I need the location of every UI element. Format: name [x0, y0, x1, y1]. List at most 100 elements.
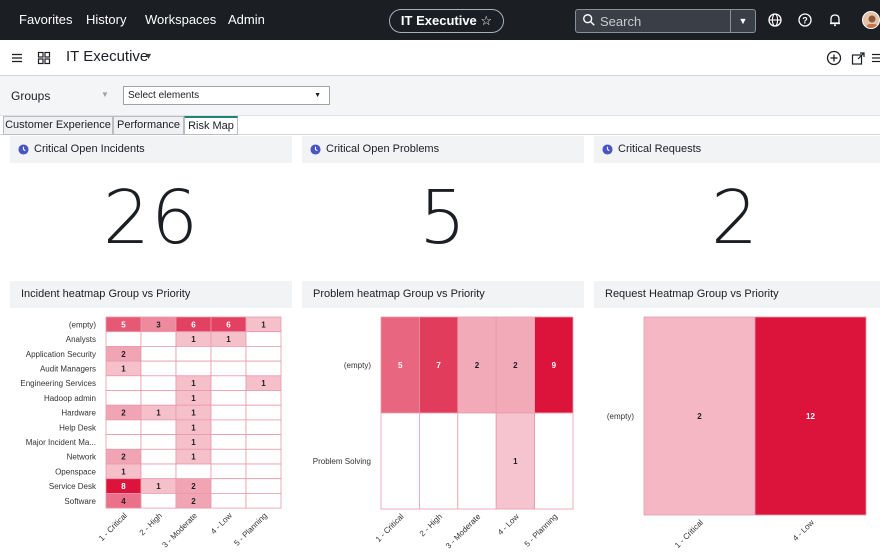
heatmap-cell[interactable]: [210, 375, 247, 391]
menu-favorites[interactable]: Favorites: [19, 12, 73, 27]
heatmap-cell[interactable]: [245, 492, 282, 509]
dashboard-dropdown-icon[interactable]: ▼: [144, 51, 153, 61]
heatmap-cell[interactable]: [105, 434, 142, 450]
heatmap-cell[interactable]: [754, 316, 867, 516]
incidents-widget-title[interactable]: Critical Open Incidents: [34, 143, 145, 155]
heatmap-cell[interactable]: [175, 463, 212, 480]
heatmap-cell[interactable]: [495, 316, 535, 414]
heatmap-cell[interactable]: [210, 390, 247, 406]
tab-customer-experience[interactable]: Customer Experience: [3, 116, 113, 135]
chevron-down-icon[interactable]: ▼: [730, 10, 755, 32]
requests-score[interactable]: 2: [710, 175, 760, 261]
heatmap-cell[interactable]: [210, 463, 247, 480]
cell-value-label: 8: [121, 482, 126, 491]
column-label: 3 - Moderate: [444, 512, 483, 551]
heatmap-cell[interactable]: [245, 390, 282, 406]
help-icon[interactable]: ?: [797, 12, 813, 28]
tab-performance[interactable]: Performance: [113, 116, 184, 135]
cell-value-label: 2: [121, 453, 126, 462]
grid-icon[interactable]: [36, 50, 52, 66]
bell-icon[interactable]: [827, 12, 843, 28]
row-label: Analysts: [66, 335, 96, 344]
row-label: Engineering Services: [20, 379, 96, 388]
heatmap-cell[interactable]: [210, 360, 247, 377]
share-icon[interactable]: [850, 50, 866, 66]
menu-admin[interactable]: Admin: [228, 12, 265, 27]
heatmap-cell[interactable]: [245, 346, 282, 362]
heatmap-cell[interactable]: [140, 331, 177, 347]
incident-heatmap-title[interactable]: Incident heatmap Group vs Priority: [21, 288, 191, 300]
heatmap-cell[interactable]: [245, 448, 282, 465]
column-label: 5 - Planning: [232, 511, 269, 548]
heatmap-cell[interactable]: [140, 360, 177, 377]
heatmap-cell[interactable]: [140, 375, 177, 391]
star-icon[interactable]: ☆: [480, 13, 493, 28]
incidents-widget-header: Critical Open Incidents: [10, 136, 292, 163]
heatmap-cell[interactable]: [457, 412, 497, 510]
problems-score[interactable]: 5: [418, 175, 468, 261]
heatmap-cell[interactable]: [105, 419, 142, 436]
cell-value-label: 4: [121, 497, 126, 506]
request-heatmap-title[interactable]: Request Heatmap Group vs Priority: [605, 288, 779, 300]
heatmap-cell[interactable]: [495, 412, 535, 510]
avatar[interactable]: [862, 11, 880, 29]
heatmap-cell[interactable]: [380, 412, 420, 510]
heatmap-cell[interactable]: [105, 390, 142, 406]
heatmap-cell[interactable]: [140, 419, 177, 436]
heatmap-cell[interactable]: [245, 331, 282, 347]
heatmap-cell[interactable]: [210, 434, 247, 450]
incidents-score[interactable]: 26: [102, 175, 200, 261]
heatmap-cell[interactable]: [245, 360, 282, 377]
heatmap-cell[interactable]: [419, 316, 459, 414]
incident-heatmap: 5 3 6 6 1 1 1 2 1 1 1 1 2 1 1 1 1 2 1 1 8 1 2 4 2 (empty) Analysts…: [20, 316, 282, 550]
hamburger-icon[interactable]: [9, 50, 25, 66]
problems-widget-title[interactable]: Critical Open Problems: [326, 143, 440, 155]
heatmap-cell[interactable]: [245, 404, 282, 421]
heatmap-cell[interactable]: [210, 404, 247, 421]
groups-select[interactable]: Select elements ▼: [123, 86, 330, 105]
column-label: 1 - Critical: [673, 518, 705, 550]
tab-risk-map[interactable]: Risk Map: [184, 116, 238, 135]
heatmap-cell[interactable]: [210, 346, 247, 362]
heatmap-cell[interactable]: [210, 492, 247, 509]
column-label: 4 - Low: [791, 518, 816, 543]
heatmap-cell[interactable]: [245, 463, 282, 480]
groups-chevron-icon[interactable]: ▼: [101, 90, 109, 99]
global-search[interactable]: ▼: [575, 9, 756, 33]
problem-heatmap-title[interactable]: Problem heatmap Group vs Priority: [313, 288, 485, 300]
heatmap-cell[interactable]: [534, 412, 574, 510]
menu-workspaces[interactable]: Workspaces: [145, 12, 217, 27]
heatmap-cell[interactable]: [140, 346, 177, 362]
heatmap-cell[interactable]: [175, 346, 212, 362]
menu-history[interactable]: History: [86, 12, 127, 27]
heatmap-cell[interactable]: [245, 478, 282, 494]
heatmap-cell[interactable]: [210, 419, 247, 436]
dashboard-name[interactable]: IT Executive: [66, 48, 149, 65]
requests-widget-title[interactable]: Critical Requests: [618, 143, 702, 155]
heatmap-cell[interactable]: [245, 434, 282, 450]
request-heatmap-header: Request Heatmap Group vs Priority: [594, 281, 880, 308]
heatmap-cell[interactable]: [105, 375, 142, 391]
dashboard-title-pill[interactable]: IT Executive ☆: [389, 9, 504, 33]
heatmap-cell[interactable]: [643, 316, 756, 516]
heatmap-cell[interactable]: [210, 448, 247, 465]
heatmap-cell[interactable]: [140, 390, 177, 406]
heatmap-cell[interactable]: [140, 463, 177, 480]
heatmap-cell[interactable]: [105, 331, 142, 347]
heatmap-cell[interactable]: [140, 448, 177, 465]
search-icon: [583, 14, 595, 26]
heatmap-cell[interactable]: [457, 316, 497, 414]
more-icon[interactable]: [870, 50, 880, 66]
add-icon[interactable]: [826, 50, 842, 66]
cell-value-label: 2: [475, 361, 480, 370]
cell-value-label: 2: [191, 482, 196, 491]
globe-icon[interactable]: [767, 12, 783, 28]
heatmap-cell[interactable]: [245, 419, 282, 436]
heatmap-cell[interactable]: [140, 434, 177, 450]
row-label: (empty): [69, 320, 96, 329]
heatmap-cell[interactable]: [210, 478, 247, 494]
heatmap-cell[interactable]: [175, 360, 212, 377]
heatmap-cell[interactable]: [419, 412, 459, 510]
search-input[interactable]: [600, 12, 730, 30]
heatmap-cell[interactable]: [140, 492, 177, 509]
